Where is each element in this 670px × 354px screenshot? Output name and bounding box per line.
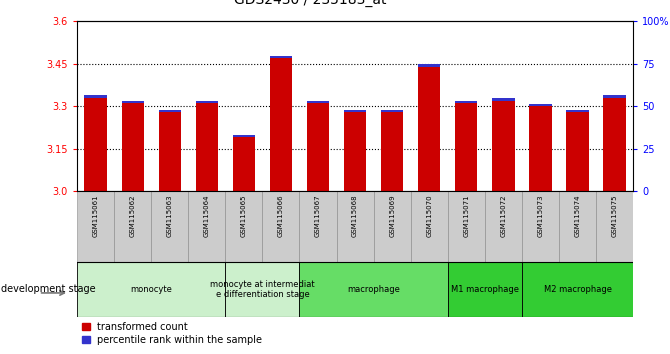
Bar [522,191,559,262]
Bar [232,135,255,137]
Bar [418,67,440,191]
Bar [121,101,144,103]
Text: development stage: development stage [1,284,96,295]
Bar [270,58,292,191]
Bar [232,137,255,191]
Bar [151,191,188,262]
Bar [344,112,366,191]
Text: M2 macrophage: M2 macrophage [543,285,612,294]
Bar [336,191,374,262]
Text: GSM115070: GSM115070 [426,195,432,237]
Bar [455,101,478,103]
Bar [529,106,551,191]
Text: GSM115061: GSM115061 [92,195,98,237]
Text: GSM115075: GSM115075 [612,195,618,237]
Bar [522,262,633,317]
Bar [225,191,263,262]
Bar [307,103,329,191]
Bar [485,191,522,262]
Bar [344,110,366,112]
Bar [604,96,626,98]
Bar [84,98,107,191]
Bar [121,103,144,191]
Text: GSM115065: GSM115065 [241,195,247,237]
Bar [374,191,411,262]
Bar [566,112,589,191]
Text: GSM115067: GSM115067 [315,195,321,237]
Bar [77,191,114,262]
Bar [411,191,448,262]
Bar [596,191,633,262]
Bar [381,110,403,112]
Bar [604,98,626,191]
Text: macrophage: macrophage [347,285,400,294]
Bar [159,110,181,112]
Bar [492,98,515,101]
Bar [114,191,151,262]
Bar [84,96,107,98]
Bar [159,112,181,191]
Bar [196,103,218,191]
Bar [418,64,440,67]
Text: GDS2430 / 235183_at: GDS2430 / 235183_at [234,0,387,7]
Text: GSM115074: GSM115074 [575,195,580,237]
Bar [299,262,448,317]
Text: GSM115066: GSM115066 [278,195,284,237]
Text: GSM115063: GSM115063 [167,195,173,237]
Text: GSM115064: GSM115064 [204,195,210,237]
Bar [270,56,292,58]
Text: GSM115068: GSM115068 [352,195,358,237]
Bar [455,103,478,191]
Bar [188,191,225,262]
Bar [566,110,589,112]
Bar [448,262,522,317]
Text: GSM115073: GSM115073 [537,195,543,237]
Text: GSM115062: GSM115062 [130,195,135,237]
Text: monocyte at intermediat
e differentiation stage: monocyte at intermediat e differentiatio… [210,280,315,299]
Bar [559,191,596,262]
Text: monocyte: monocyte [130,285,172,294]
Bar [492,101,515,191]
Text: GSM115071: GSM115071 [464,195,469,237]
Legend: transformed count, percentile rank within the sample: transformed count, percentile rank withi… [82,322,263,344]
Bar [448,191,485,262]
Text: M1 macrophage: M1 macrophage [451,285,519,294]
Bar [225,262,299,317]
Bar [77,262,225,317]
Bar [263,191,299,262]
Bar [307,101,329,103]
Bar [529,104,551,106]
Bar [196,101,218,103]
Bar [299,191,336,262]
Bar [381,112,403,191]
Text: GSM115069: GSM115069 [389,195,395,237]
Text: GSM115072: GSM115072 [500,195,507,237]
